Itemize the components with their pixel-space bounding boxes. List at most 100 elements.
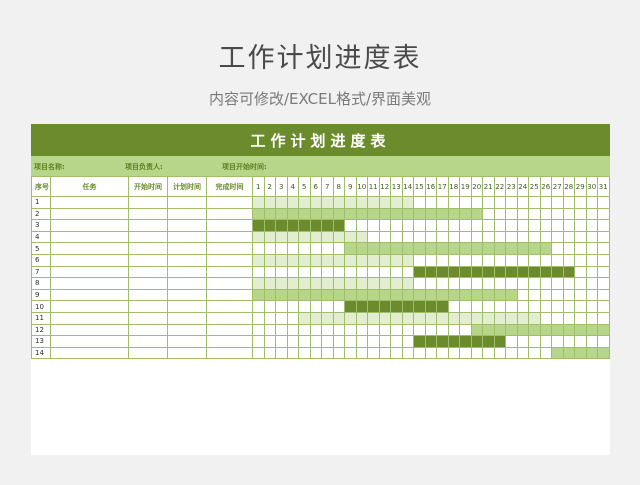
day-cell[interactable] [562, 288, 575, 302]
day-cell[interactable] [424, 253, 437, 267]
day-cell[interactable] [298, 335, 311, 348]
gantt-bar-cell[interactable] [493, 335, 506, 348]
day-cell[interactable] [493, 230, 506, 244]
gantt-bar-cell[interactable] [401, 288, 414, 302]
day-cell[interactable] [562, 196, 575, 209]
day-cell[interactable] [585, 311, 598, 325]
day-cell[interactable] [493, 253, 506, 267]
day-cell[interactable] [528, 207, 541, 221]
day-cell[interactable] [574, 196, 587, 209]
gantt-bar-cell[interactable] [378, 253, 391, 267]
start-time-cell[interactable] [128, 300, 168, 313]
gantt-bar-cell[interactable] [528, 265, 541, 279]
gantt-bar-cell[interactable] [436, 207, 449, 221]
gantt-bar-cell[interactable] [390, 288, 403, 302]
gantt-bar-cell[interactable] [447, 311, 460, 325]
day-cell[interactable] [505, 346, 518, 360]
gantt-bar-cell[interactable] [447, 242, 460, 255]
day-cell[interactable] [275, 265, 288, 279]
gantt-bar-cell[interactable] [286, 288, 299, 302]
day-cell[interactable] [401, 265, 414, 279]
gantt-bar-cell[interactable] [378, 288, 391, 302]
day-cell[interactable] [585, 207, 598, 221]
task-cell[interactable] [50, 207, 129, 221]
gantt-bar-cell[interactable] [263, 196, 276, 209]
day-cell[interactable] [585, 288, 598, 302]
gantt-bar-cell[interactable] [344, 253, 357, 267]
day-cell[interactable] [516, 277, 529, 290]
plan-time-cell[interactable] [167, 300, 207, 313]
plan-time-cell[interactable] [167, 288, 207, 302]
gantt-bar-cell[interactable] [252, 253, 265, 267]
start-time-cell[interactable] [128, 242, 168, 255]
gantt-bar-cell[interactable] [401, 253, 414, 267]
gantt-bar-cell[interactable] [413, 335, 426, 348]
gantt-bar-cell[interactable] [309, 207, 322, 221]
gantt-bar-cell[interactable] [447, 207, 460, 221]
gantt-bar-cell[interactable] [355, 253, 368, 267]
start-time-cell[interactable] [128, 219, 168, 232]
day-cell[interactable] [539, 207, 552, 221]
gantt-bar-cell[interactable] [493, 242, 506, 255]
day-cell[interactable] [378, 230, 391, 244]
day-cell[interactable] [459, 346, 472, 360]
day-cell[interactable] [551, 230, 564, 244]
gantt-bar-cell[interactable] [252, 196, 265, 209]
day-cell[interactable] [470, 196, 483, 209]
day-cell[interactable] [516, 196, 529, 209]
gantt-bar-cell[interactable] [321, 253, 334, 267]
gantt-bar-cell[interactable] [378, 207, 391, 221]
day-cell[interactable] [447, 219, 460, 232]
start-time-cell[interactable] [128, 207, 168, 221]
day-cell[interactable] [539, 300, 552, 313]
task-cell[interactable] [50, 346, 129, 360]
day-cell[interactable] [551, 219, 564, 232]
gantt-bar-cell[interactable] [493, 311, 506, 325]
gantt-bar-cell[interactable] [424, 311, 437, 325]
day-cell[interactable] [551, 253, 564, 267]
day-cell[interactable] [252, 242, 265, 255]
task-cell[interactable] [50, 253, 129, 267]
day-cell[interactable] [367, 346, 380, 360]
start-time-cell[interactable] [128, 230, 168, 244]
finish-time-cell[interactable] [206, 196, 253, 209]
gantt-bar-cell[interactable] [263, 288, 276, 302]
day-cell[interactable] [597, 196, 610, 209]
day-cell[interactable] [252, 346, 265, 360]
day-cell[interactable] [539, 335, 552, 348]
task-cell[interactable] [50, 323, 129, 337]
day-cell[interactable] [470, 230, 483, 244]
day-cell[interactable] [585, 219, 598, 232]
day-cell[interactable] [551, 207, 564, 221]
plan-time-cell[interactable] [167, 230, 207, 244]
start-time-cell[interactable] [128, 265, 168, 279]
finish-time-cell[interactable] [206, 346, 253, 360]
task-cell[interactable] [50, 265, 129, 279]
gantt-bar-cell[interactable] [482, 242, 495, 255]
day-cell[interactable] [424, 346, 437, 360]
plan-time-cell[interactable] [167, 219, 207, 232]
day-cell[interactable] [585, 300, 598, 313]
day-cell[interactable] [562, 335, 575, 348]
gantt-bar-cell[interactable] [332, 219, 345, 232]
day-cell[interactable] [321, 300, 334, 313]
gantt-bar-cell[interactable] [413, 242, 426, 255]
day-cell[interactable] [459, 253, 472, 267]
day-cell[interactable] [367, 335, 380, 348]
gantt-bar-cell[interactable] [505, 323, 518, 337]
day-cell[interactable] [263, 242, 276, 255]
day-cell[interactable] [493, 346, 506, 360]
gantt-bar-cell[interactable] [482, 335, 495, 348]
gantt-bar-cell[interactable] [459, 288, 472, 302]
gantt-bar-cell[interactable] [585, 323, 598, 337]
day-cell[interactable] [482, 230, 495, 244]
day-cell[interactable] [378, 265, 391, 279]
day-cell[interactable] [436, 253, 449, 267]
day-cell[interactable] [413, 346, 426, 360]
day-cell[interactable] [321, 242, 334, 255]
day-cell[interactable] [309, 242, 322, 255]
gantt-bar-cell[interactable] [390, 207, 403, 221]
day-cell[interactable] [321, 346, 334, 360]
day-cell[interactable] [332, 300, 345, 313]
day-cell[interactable] [597, 277, 610, 290]
